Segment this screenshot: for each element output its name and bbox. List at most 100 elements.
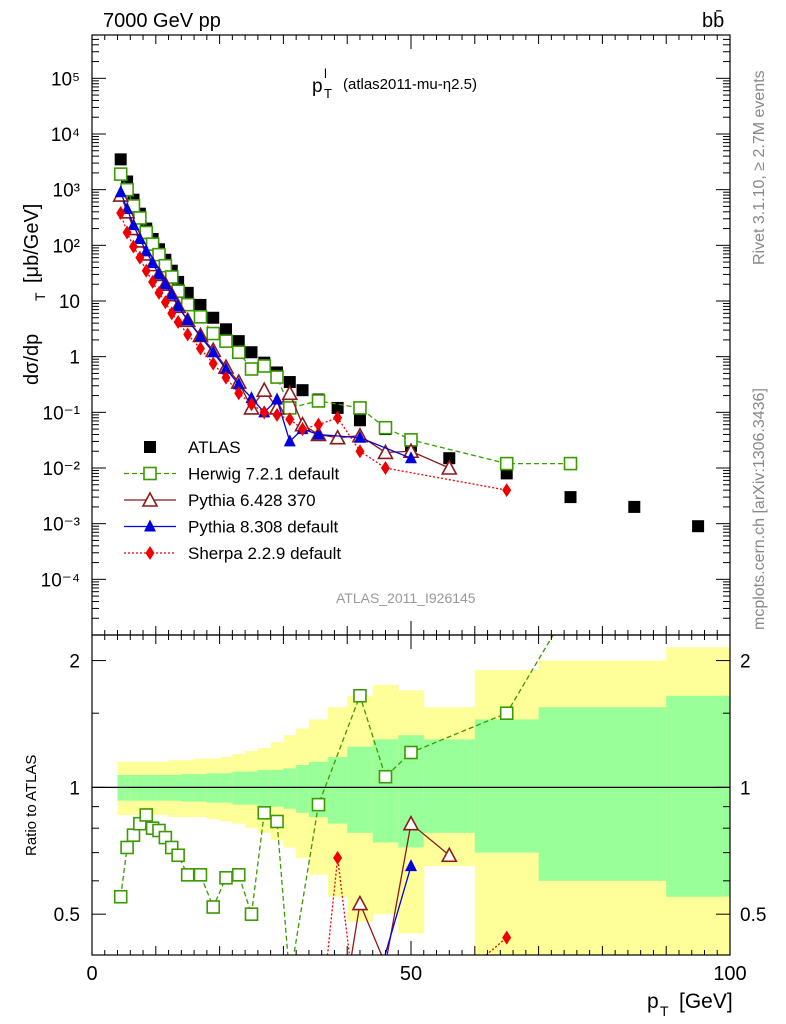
ratio-series-4	[326, 850, 512, 955]
ratio-tick-label-right: 2	[740, 652, 751, 673]
band-green	[296, 765, 310, 813]
x-tick-label: 100	[713, 963, 746, 985]
legend-marker	[144, 441, 156, 453]
ratio-point	[378, 769, 393, 784]
y-tick-label: 10³	[53, 181, 80, 202]
ratio-tick-label-left: 0.5	[54, 905, 80, 926]
series-3	[114, 185, 417, 464]
data-point	[219, 362, 232, 375]
band-green	[270, 769, 284, 807]
data-point	[114, 153, 127, 166]
data-point	[127, 218, 140, 231]
data-point	[133, 211, 147, 225]
band-green	[283, 768, 297, 809]
ratio-point	[180, 868, 195, 882]
rivet-label: Rivet 3.1.10, ≥ 2.7M events	[751, 70, 768, 265]
x-title-text: p	[647, 990, 659, 1013]
ratio-point	[499, 706, 514, 720]
ratio-point	[404, 745, 418, 760]
data-point	[312, 427, 325, 440]
y-tick-label: 10	[59, 292, 80, 313]
band-green	[245, 771, 259, 805]
y-tick-label: 10⁵	[51, 69, 80, 90]
data-point	[298, 422, 308, 437]
data-point	[195, 341, 205, 356]
data-point	[148, 274, 158, 289]
legend-label: Sherpa 2.2.9 default	[188, 544, 341, 563]
legend-item-4: Sherpa 2.2.9 default	[124, 544, 341, 563]
band-green	[328, 757, 348, 824]
data-point	[206, 326, 221, 341]
y-tick-label: 10⁻²	[43, 459, 81, 480]
ratio-point	[219, 870, 233, 885]
ratio-point	[565, 600, 577, 612]
observable-title: p l T (atlas2011-mu-η2.5)	[312, 66, 477, 101]
data-point	[500, 467, 513, 480]
ratio-series-2	[350, 814, 458, 955]
data-point	[207, 345, 220, 358]
ratio-point	[502, 930, 512, 945]
band-green	[474, 719, 540, 853]
data-point	[219, 334, 233, 348]
data-point	[499, 456, 514, 471]
data-point	[113, 167, 128, 181]
data-point	[244, 362, 259, 376]
data-point	[564, 491, 577, 504]
data-point	[283, 376, 296, 389]
data-point	[296, 384, 309, 397]
ratio-point	[270, 814, 284, 829]
data-point	[283, 434, 296, 447]
data-point	[271, 392, 284, 405]
observable-main: p	[312, 76, 323, 97]
data-point	[353, 430, 366, 443]
legend-label: ATLAS	[188, 438, 241, 457]
ratio-point	[402, 814, 420, 831]
y-tick-label: 10⁻³	[43, 515, 81, 536]
y-title-ratio: Ratio to ATLAS	[23, 755, 40, 856]
legend-label: Pythia 6.428 370	[188, 491, 316, 510]
data-point	[440, 459, 458, 475]
data-point	[193, 310, 208, 324]
series-line	[120, 191, 412, 459]
ratio-point	[113, 889, 128, 904]
data-point	[207, 311, 220, 324]
data-point	[255, 381, 273, 397]
band-green	[372, 739, 399, 843]
data-point	[377, 443, 394, 460]
process-label: bb̄	[702, 9, 724, 32]
band-green	[257, 769, 272, 807]
observable-sub: T	[324, 86, 332, 101]
data-point	[133, 231, 146, 244]
legend-item-2: Pythia 6.428 370	[124, 491, 316, 510]
analysis-id: ATLAS_2011_I926145	[336, 590, 476, 606]
y-tick-label: 10⁴	[51, 125, 80, 146]
data-point	[272, 407, 282, 422]
ratio-point	[171, 848, 185, 863]
data-point	[313, 417, 323, 432]
band-green	[666, 695, 730, 897]
ratio-tick-label-left: 1	[69, 778, 80, 799]
data-point	[172, 299, 185, 312]
data-point	[114, 185, 127, 198]
data-point	[353, 414, 366, 427]
ratio-tick-label-left: 2	[69, 652, 80, 673]
series-4	[116, 206, 512, 498]
data-point	[257, 359, 272, 373]
data-point	[245, 391, 258, 404]
data-point	[194, 329, 207, 342]
band-green	[347, 746, 374, 833]
ratio-point	[333, 850, 343, 865]
ratio-series-3	[384, 859, 417, 955]
ratio-point	[193, 868, 208, 882]
data-point	[154, 285, 164, 300]
data-point	[355, 444, 365, 459]
data-point	[311, 394, 326, 408]
ratio-series-1	[113, 600, 577, 955]
ratio-point	[440, 846, 458, 863]
legend-marker	[144, 519, 156, 532]
data-point	[245, 346, 258, 359]
y-axis-title-main: dσ/dp T [μb/GeV]	[21, 204, 48, 385]
data-point	[259, 405, 269, 420]
data-point	[628, 500, 641, 513]
